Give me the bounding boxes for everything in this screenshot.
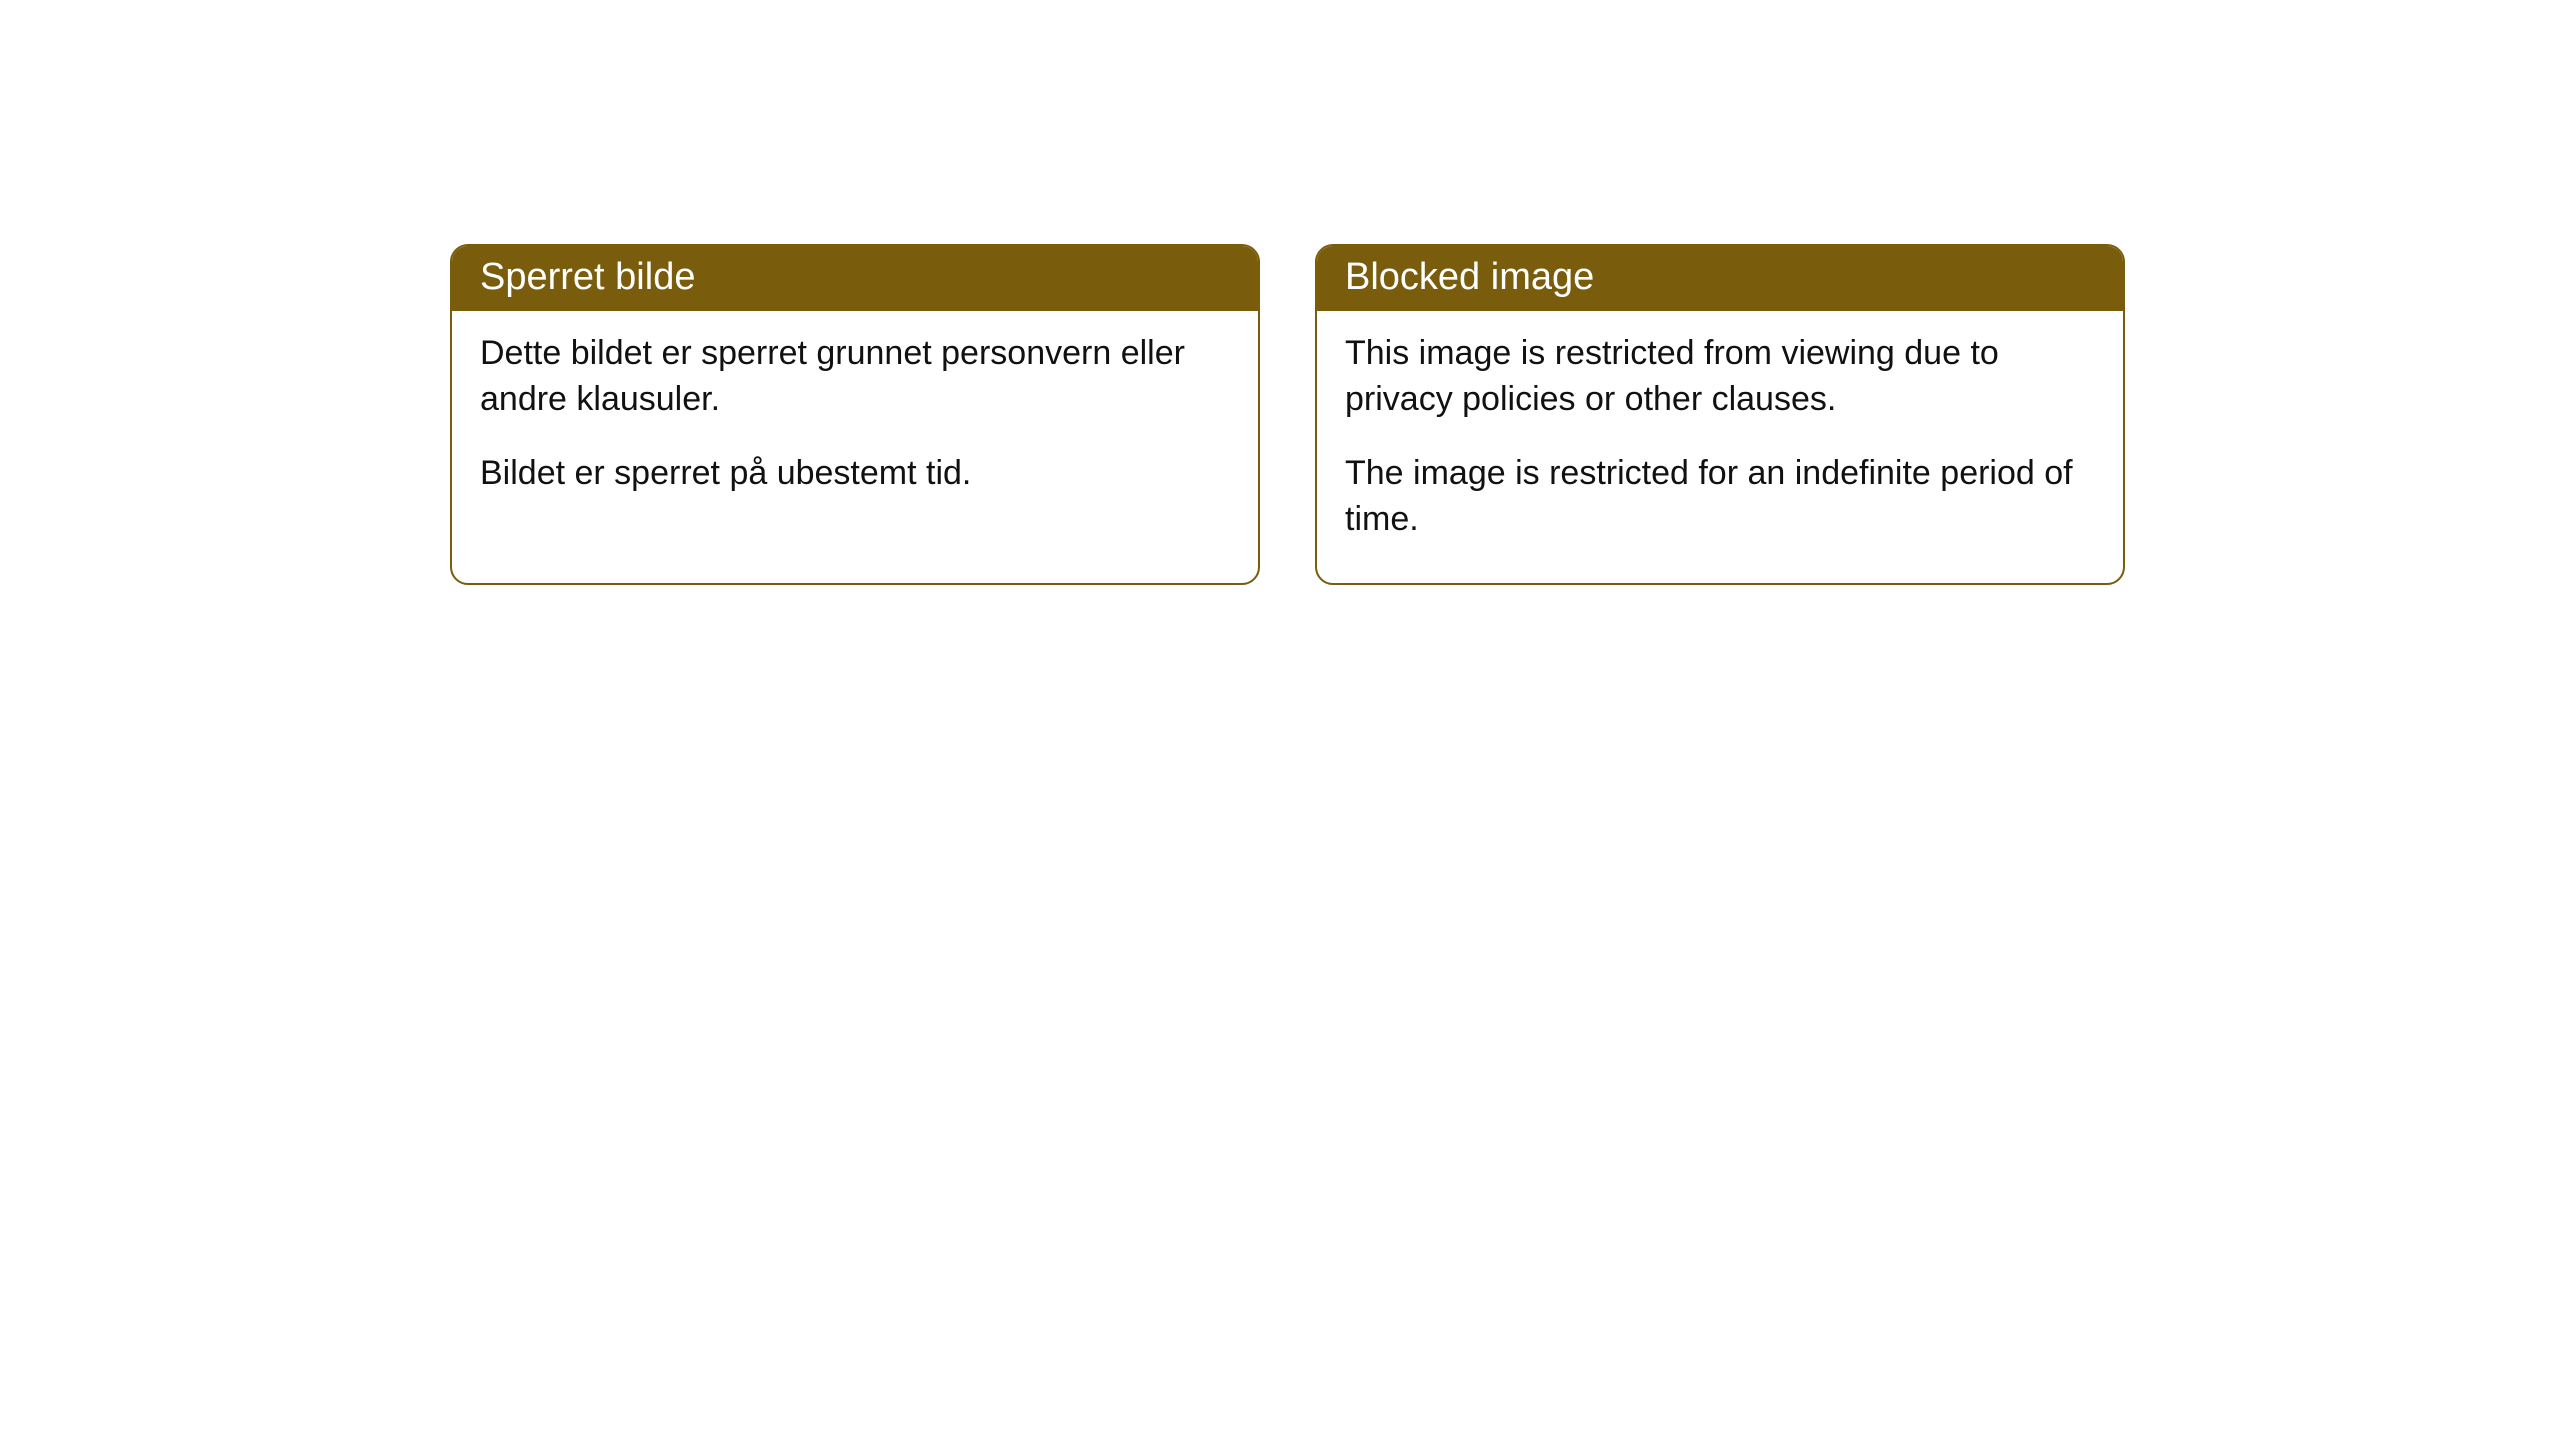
card-header-norwegian: Sperret bilde: [452, 246, 1258, 311]
card-paragraph-2-norwegian: Bildet er sperret på ubestemt tid.: [480, 451, 1230, 497]
card-paragraph-1-norwegian: Dette bildet er sperret grunnet personve…: [480, 331, 1230, 423]
cards-container: Sperret bilde Dette bildet er sperret gr…: [0, 0, 2560, 585]
card-body-norwegian: Dette bildet er sperret grunnet personve…: [452, 311, 1258, 537]
card-norwegian: Sperret bilde Dette bildet er sperret gr…: [450, 244, 1260, 585]
card-header-english: Blocked image: [1317, 246, 2123, 311]
card-paragraph-1-english: This image is restricted from viewing du…: [1345, 331, 2095, 423]
card-paragraph-2-english: The image is restricted for an indefinit…: [1345, 451, 2095, 543]
card-body-english: This image is restricted from viewing du…: [1317, 311, 2123, 583]
card-english: Blocked image This image is restricted f…: [1315, 244, 2125, 585]
